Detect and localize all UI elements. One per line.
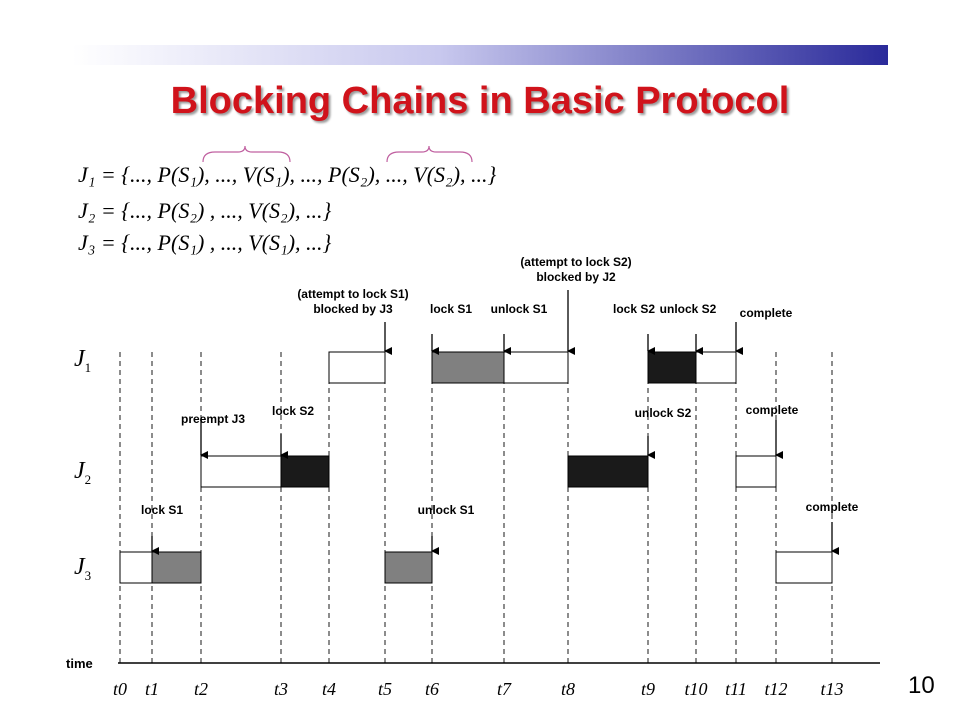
tick-label-t1: t1 [144, 679, 159, 699]
event-label-complete-j3: complete [805, 500, 859, 514]
header-gradient-bar [72, 45, 888, 65]
tick-label-t11: t11 [725, 679, 747, 699]
slide-title: Blocking Chains in Basic Protocol [170, 80, 790, 122]
brace-s2 [386, 145, 473, 163]
tick-label-t10: t10 [684, 679, 708, 699]
tick-label-t6: t6 [424, 679, 439, 699]
tick-label-t3: t3 [273, 679, 288, 699]
event-label-lock-s2-j1: lock S2 [612, 302, 656, 316]
event-label-complete-j2: complete [745, 403, 799, 417]
equation-j3: J₃ = {..., P(S₁) , ..., V(S₁), ...} [78, 230, 332, 255]
tick-label-t12: t12 [764, 679, 788, 699]
tick-label-t5: t5 [377, 679, 392, 699]
event-label-blocked-by-j2: (attempt to lock S2) blocked by J2 [520, 255, 632, 284]
segment-j3-s1-5 [384, 551, 433, 584]
tick-label-t2: t2 [193, 679, 208, 699]
event-label-lock-s1-j3: lock S1 [140, 503, 184, 517]
tick-label-t8: t8 [560, 679, 575, 699]
segment-j1-s1-6 [431, 351, 505, 384]
event-label-unlock-s1-j3: unlock S1 [417, 503, 475, 517]
segment-j2-s2-8 [567, 455, 649, 488]
brace-s1 [202, 145, 291, 163]
job-label-j3: J3 [74, 554, 92, 583]
equation-j2: J₂ = {..., P(S₂) , ..., V(S₂), ...} [78, 198, 332, 223]
event-label-unlock-s2-j2: unlock S2 [634, 406, 692, 420]
event-label-unlock-s1-j1: unlock S1 [490, 302, 548, 316]
segment-j3-plain-12 [775, 551, 833, 584]
event-label-unlock-s2-j1: unlock S2 [659, 302, 717, 316]
event-label-lock-s1-j1: lock S1 [429, 302, 473, 316]
segment-j3-plain-0 [119, 551, 153, 584]
job-label-j2: J2 [74, 458, 92, 487]
segment-j1-plain-7 [503, 351, 569, 384]
time-axis-label: time [66, 656, 93, 671]
event-label-complete-j1: complete [739, 306, 793, 320]
tick-label-t0: t0 [112, 679, 127, 699]
segment-j1-plain-4 [328, 351, 386, 384]
segment-j2-s2-3 [280, 455, 330, 488]
tick-label-t4: t4 [321, 679, 336, 699]
segment-j2-plain-11 [735, 455, 777, 488]
segment-j1-s2-9 [647, 351, 697, 384]
segment-j2-plain-2 [200, 455, 282, 488]
equation-j1: J₁ = {..., P(S₁), ..., V(S₁), ..., P(S₂)… [78, 162, 497, 187]
tick-label-t9: t9 [640, 679, 655, 699]
event-label-lock-s2-j2: lock S2 [271, 404, 315, 418]
page-number: 10 [908, 672, 935, 699]
event-label-preempt-j3: preempt J3 [180, 412, 246, 426]
event-label-blocked-by-j3: (attempt to lock S1) blocked by J3 [297, 287, 409, 316]
segment-j1-plain-10 [695, 351, 737, 384]
tick-label-t7: t7 [496, 679, 511, 699]
tick-label-t13: t13 [820, 679, 844, 699]
segment-j3-s1-1 [151, 551, 202, 584]
job-label-j1: J1 [74, 346, 92, 375]
